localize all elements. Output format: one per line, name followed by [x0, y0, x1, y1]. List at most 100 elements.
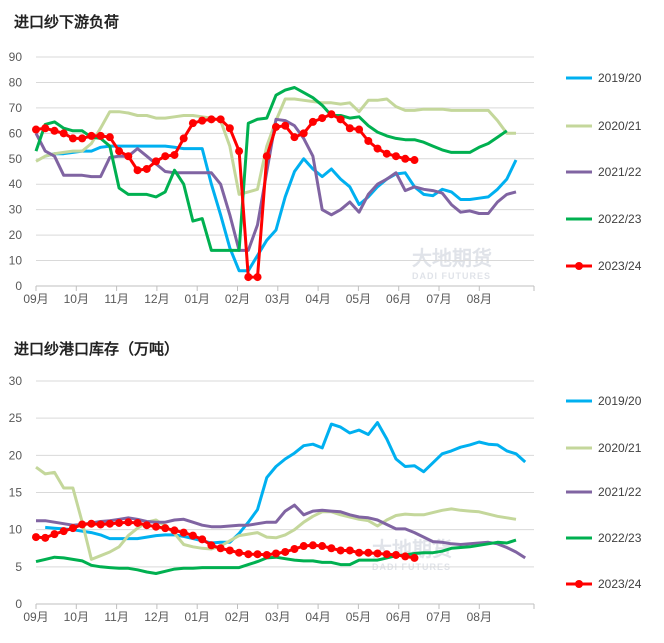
data-point-2023-24 [142, 521, 151, 530]
data-point-2023-24 [105, 133, 114, 142]
data-point-2023-24 [290, 544, 299, 553]
x-tick-label: 06月 [386, 292, 411, 306]
data-point-2023-24 [336, 115, 345, 124]
data-point-2023-24 [272, 549, 280, 558]
y-tick-label: 60 [9, 126, 23, 140]
x-tick-label: 02月 [225, 292, 250, 306]
data-point-2023-24 [392, 152, 400, 161]
data-point-2023-24 [142, 164, 151, 173]
data-point-2023-24 [318, 114, 327, 123]
y-tick-label: 90 [9, 50, 23, 64]
series-line-2022-23 [34, 86, 508, 252]
data-point-2023-24 [262, 152, 271, 161]
x-tick-label: 03月 [265, 292, 290, 306]
data-point-2023-24 [235, 147, 244, 156]
data-point-2023-24 [373, 549, 382, 558]
data-point-2023-24 [115, 147, 124, 156]
y-tick-label: 25 [9, 411, 23, 425]
data-point-2023-24 [225, 124, 234, 133]
x-tick-label: 08月 [467, 292, 492, 306]
data-point-2023-24 [262, 550, 271, 559]
data-point-2023-24 [244, 550, 253, 559]
data-point-2023-24 [50, 530, 59, 539]
y-tick-label: 10 [9, 254, 23, 268]
data-point-2023-24 [179, 528, 188, 537]
x-tick-label: 12月 [144, 292, 169, 306]
data-point-2023-24 [281, 547, 290, 556]
data-point-2023-24 [244, 273, 253, 282]
y-tick-label: 5 [15, 560, 22, 574]
y-tick-label: 10 [9, 523, 23, 537]
data-point-2023-24 [281, 121, 290, 130]
x-tick-label: 09月 [23, 292, 48, 306]
data-point-2023-24 [152, 522, 160, 531]
x-tick-label: 11月 [104, 610, 128, 624]
y-tick-label: 0 [15, 597, 22, 611]
chart-1: 0 10 20 30 40 50 60 70 80 90 09月 10月 11月 12月 01月 02月 03月… [9, 50, 642, 306]
data-point-2023-24 [299, 542, 308, 551]
x-tick-label: 07月 [426, 292, 451, 306]
legend-label: 2022/23 [598, 531, 642, 545]
data-point-2023-24 [345, 124, 354, 133]
legend-label: 2020/21 [598, 119, 642, 133]
data-point-2023-24 [299, 129, 308, 138]
data-point-2023-24 [327, 110, 336, 119]
series-line-2020-21 [35, 465, 517, 561]
x-tick-label: 07月 [426, 610, 451, 624]
data-point-2023-24 [179, 134, 188, 143]
y-tick-label: 70 [9, 101, 23, 115]
data-point-2023-24 [198, 116, 207, 125]
data-point-2023-24 [59, 129, 68, 138]
data-point-2023-24 [105, 519, 114, 528]
data-point-2023-24 [364, 136, 373, 145]
data-point-2023-24 [50, 126, 59, 135]
data-point-2023-24 [41, 124, 50, 133]
data-point-2023-24 [124, 518, 133, 527]
y-tick-label: 15 [9, 486, 23, 500]
data-point-2023-24 [318, 542, 327, 551]
data-point-2023-24 [401, 552, 410, 561]
legend-label: 2021/22 [598, 165, 642, 179]
x-tick-label: 04月 [305, 610, 330, 624]
data-point-2023-24 [401, 154, 410, 163]
data-point-2023-24 [272, 122, 280, 131]
data-point-2023-24 [253, 273, 262, 282]
chart-2-title: 进口纱港口库存（万吨） [14, 341, 180, 358]
data-point-2023-24 [410, 156, 419, 165]
data-point-2023-24 [41, 533, 50, 542]
data-point-2023-24 [115, 518, 124, 527]
data-point-2023-24 [364, 548, 373, 557]
data-point-2023-24 [235, 548, 244, 557]
data-point-2023-24 [308, 541, 317, 550]
x-tick-label: 01月 [185, 292, 210, 306]
data-point-2023-24 [207, 115, 216, 124]
data-point-2023-24 [355, 548, 364, 557]
x-tick-label: 01月 [185, 610, 210, 624]
data-point-2023-24 [225, 546, 234, 555]
data-point-2023-24 [170, 526, 179, 535]
legend-label: 2019/20 [598, 71, 642, 85]
data-point-2023-24 [188, 531, 197, 540]
data-point-2023-24 [345, 546, 354, 555]
y-tick-label: 0 [15, 279, 22, 293]
data-point-2023-24 [207, 541, 216, 550]
data-point-2023-24 [373, 144, 382, 153]
series-line-2021-22 [36, 503, 527, 560]
legend-label: 2021/22 [598, 485, 642, 499]
data-point-2023-24 [161, 524, 170, 533]
y-tick-label: 20 [9, 228, 23, 242]
x-tick-label: 02月 [225, 610, 250, 624]
x-tick-label: 12月 [144, 610, 169, 624]
legend-label: 2023/24 [598, 577, 642, 591]
data-point-2023-24 [290, 133, 299, 142]
data-point-2023-24 [216, 115, 225, 124]
x-tick-label: 08月 [467, 610, 492, 624]
legend-label: 2022/23 [598, 212, 642, 226]
data-point-2023-24 [87, 519, 96, 528]
y-tick-label: 50 [9, 152, 23, 166]
data-point-2023-24 [87, 131, 96, 140]
x-tick-label: 09月 [23, 610, 48, 624]
data-point-2023-24 [78, 520, 87, 529]
